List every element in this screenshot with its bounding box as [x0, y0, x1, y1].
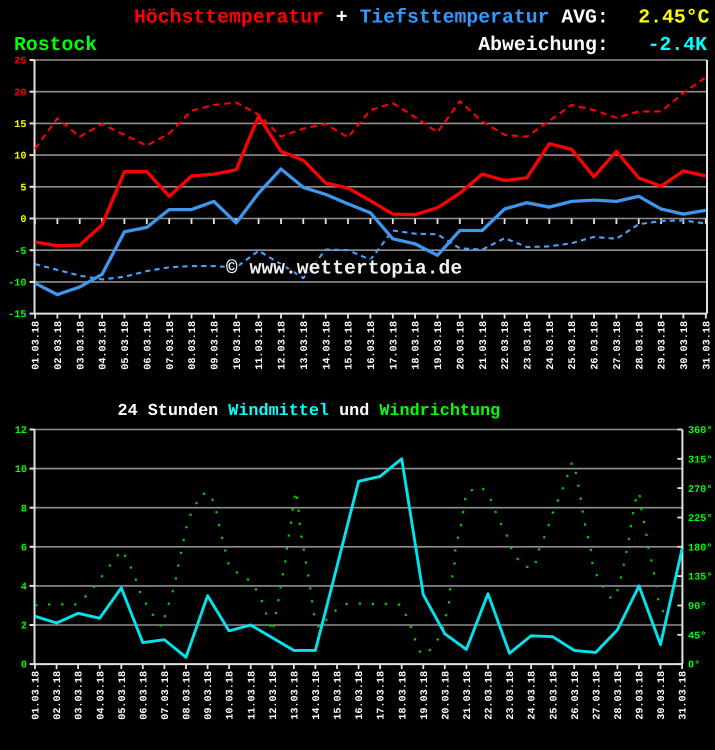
- svg-text:03.03.18: 03.03.18: [75, 671, 86, 720]
- svg-text:29.03.18: 29.03.18: [636, 671, 647, 720]
- svg-text:90°: 90°: [688, 601, 706, 613]
- svg-text:27.03.18: 27.03.18: [613, 321, 624, 370]
- svg-text:-2.4K: -2.4K: [648, 34, 707, 56]
- svg-text:23.03.18: 23.03.18: [524, 321, 535, 370]
- svg-text:22.03.18: 22.03.18: [485, 671, 496, 720]
- svg-text:21.03.18: 21.03.18: [479, 321, 490, 370]
- svg-text:14.03.18: 14.03.18: [322, 321, 333, 370]
- svg-text:10.03.18: 10.03.18: [226, 671, 237, 720]
- svg-text:04.03.18: 04.03.18: [96, 671, 107, 720]
- svg-text:15.03.18: 15.03.18: [334, 671, 345, 720]
- svg-text:0°: 0°: [688, 660, 700, 672]
- svg-text:13.03.18: 13.03.18: [290, 671, 301, 720]
- svg-text:Abweichung:: Abweichung:: [478, 34, 609, 56]
- svg-text:8: 8: [21, 504, 27, 515]
- svg-text:-10: -10: [8, 279, 26, 290]
- svg-text:17.03.18: 17.03.18: [377, 671, 388, 720]
- svg-text:02.03.18: 02.03.18: [53, 671, 64, 720]
- svg-text:-15: -15: [8, 310, 26, 321]
- svg-text:31.03.18: 31.03.18: [702, 321, 713, 370]
- svg-text:10: 10: [14, 152, 26, 163]
- svg-text:03.03.18: 03.03.18: [76, 321, 87, 370]
- svg-text:0: 0: [20, 215, 26, 226]
- svg-text:4: 4: [21, 583, 27, 594]
- svg-text:12.03.18: 12.03.18: [278, 321, 289, 370]
- svg-text:AVG:: AVG:: [561, 7, 608, 29]
- svg-text:30.03.18: 30.03.18: [680, 321, 691, 370]
- svg-text:270°: 270°: [688, 484, 712, 496]
- svg-text:5: 5: [20, 183, 26, 194]
- svg-text:15.03.18: 15.03.18: [345, 321, 356, 370]
- svg-text:30.03.18: 30.03.18: [657, 671, 668, 720]
- svg-text:19.03.18: 19.03.18: [420, 671, 431, 720]
- svg-text:10.03.18: 10.03.18: [233, 321, 244, 370]
- svg-text:25.03.18: 25.03.18: [568, 321, 579, 370]
- svg-text:20.03.18: 20.03.18: [456, 321, 467, 370]
- svg-text:24.03.18: 24.03.18: [546, 321, 557, 370]
- svg-text:6: 6: [21, 543, 27, 554]
- svg-text:14.03.18: 14.03.18: [312, 671, 323, 720]
- svg-text:-5: -5: [14, 247, 26, 258]
- svg-text:07.03.18: 07.03.18: [161, 671, 172, 720]
- svg-text:18.03.18: 18.03.18: [412, 321, 423, 370]
- svg-text:17.03.18: 17.03.18: [389, 321, 400, 370]
- svg-text:05.03.18: 05.03.18: [121, 321, 132, 370]
- svg-text:10: 10: [15, 465, 27, 476]
- svg-text:01.03.18: 01.03.18: [32, 671, 43, 720]
- svg-text:24 Stunden Windmittel und Wind: 24 Stunden Windmittel und Windrichtung: [118, 402, 501, 421]
- svg-text:08.03.18: 08.03.18: [183, 671, 194, 720]
- svg-text:06.03.18: 06.03.18: [139, 671, 150, 720]
- svg-text:29.03.18: 29.03.18: [658, 321, 669, 370]
- svg-text:360°: 360°: [688, 425, 712, 437]
- svg-text:25: 25: [14, 57, 26, 68]
- svg-text:Rostock: Rostock: [14, 34, 97, 56]
- svg-text:© www.wettertopia.de: © www.wettertopia.de: [226, 258, 462, 280]
- svg-text:12.03.18: 12.03.18: [269, 671, 280, 720]
- svg-text:23.03.18: 23.03.18: [506, 671, 517, 720]
- svg-text:225°: 225°: [688, 513, 712, 525]
- svg-text:26.03.18: 26.03.18: [571, 671, 582, 720]
- svg-text:21.03.18: 21.03.18: [463, 671, 474, 720]
- svg-text:315°: 315°: [688, 454, 712, 466]
- svg-text:45°: 45°: [688, 630, 706, 642]
- svg-text:11.03.18: 11.03.18: [255, 321, 266, 370]
- svg-text:2: 2: [21, 622, 27, 633]
- svg-text:18.03.18: 18.03.18: [398, 671, 409, 720]
- svg-text:02.03.18: 02.03.18: [54, 321, 65, 370]
- svg-text:Höchsttemperatur + Tiefsttempe: Höchsttemperatur + Tiefsttemperatur: [134, 7, 550, 29]
- svg-text:28.03.18: 28.03.18: [614, 671, 625, 720]
- svg-text:04.03.18: 04.03.18: [99, 321, 110, 370]
- svg-text:01.03.18: 01.03.18: [32, 321, 43, 370]
- svg-text:11.03.18: 11.03.18: [247, 671, 258, 720]
- svg-text:15: 15: [14, 120, 26, 131]
- svg-text:05.03.18: 05.03.18: [118, 671, 129, 720]
- svg-text:135°: 135°: [688, 572, 712, 584]
- svg-text:16.03.18: 16.03.18: [367, 321, 378, 370]
- svg-text:09.03.18: 09.03.18: [204, 671, 215, 720]
- svg-text:2.45°C: 2.45°C: [638, 7, 709, 29]
- svg-text:28.03.18: 28.03.18: [635, 321, 646, 370]
- svg-text:08.03.18: 08.03.18: [188, 321, 199, 370]
- svg-text:13.03.18: 13.03.18: [300, 321, 311, 370]
- svg-text:25.03.18: 25.03.18: [549, 671, 560, 720]
- svg-text:09.03.18: 09.03.18: [211, 321, 222, 370]
- svg-text:180°: 180°: [688, 542, 712, 554]
- svg-text:31.03.18: 31.03.18: [679, 671, 690, 720]
- svg-text:07.03.18: 07.03.18: [166, 321, 177, 370]
- svg-text:20: 20: [14, 88, 26, 99]
- svg-text:0: 0: [21, 661, 27, 672]
- svg-text:12: 12: [15, 426, 27, 437]
- svg-text:06.03.18: 06.03.18: [143, 321, 154, 370]
- svg-text:26.03.18: 26.03.18: [591, 321, 602, 370]
- svg-text:20.03.18: 20.03.18: [441, 671, 452, 720]
- svg-text:24.03.18: 24.03.18: [528, 671, 539, 720]
- svg-text:16.03.18: 16.03.18: [355, 671, 366, 720]
- svg-text:27.03.18: 27.03.18: [592, 671, 603, 720]
- svg-text:22.03.18: 22.03.18: [501, 321, 512, 370]
- svg-text:19.03.18: 19.03.18: [434, 321, 445, 370]
